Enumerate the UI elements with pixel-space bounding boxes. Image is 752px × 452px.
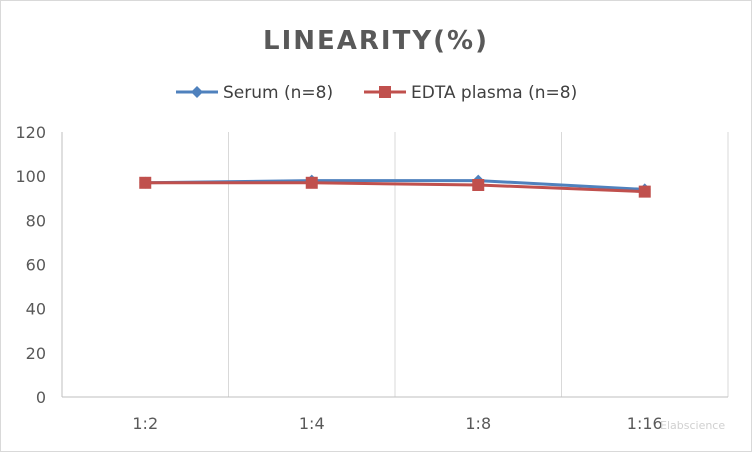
- y-tick-label: 0: [36, 388, 46, 407]
- y-tick-label: 100: [15, 167, 46, 186]
- series-layer: [139, 174, 651, 198]
- y-tick-label: 80: [26, 211, 46, 230]
- legend-marker-edta: [379, 86, 391, 98]
- series-line-1: [145, 181, 645, 194]
- y-tick-label: 40: [26, 300, 46, 319]
- y-tick-label: 120: [15, 123, 46, 142]
- plot-grid: [228, 132, 729, 397]
- data-point-edta: [139, 176, 152, 189]
- y-tick-label: 60: [26, 256, 46, 275]
- legend-marker-serum: [191, 86, 203, 98]
- chart-title: LINEARITY(%): [263, 26, 489, 56]
- data-point-edta: [472, 179, 485, 191]
- x-tick-label: 1:2: [132, 414, 158, 433]
- data-point-edta: [305, 176, 318, 189]
- data-point-edta: [638, 185, 651, 198]
- legend-label-serum: Serum (n=8): [223, 83, 333, 103]
- legend-label-edta: EDTA plasma (n=8): [411, 83, 577, 103]
- watermark-text: Elabscience: [660, 419, 725, 432]
- plot-axes: 0 20 40 60 80 100 120 1:2 1:4 1:8 1:16: [15, 123, 728, 433]
- x-tick-label: 1:8: [465, 414, 491, 433]
- y-tick-label: 20: [26, 344, 46, 363]
- x-tick-label: 1:16: [627, 414, 663, 433]
- x-tick-label: 1:4: [299, 414, 325, 433]
- chart-legend: Serum (n=8) EDTA plasma (n=8): [176, 83, 577, 103]
